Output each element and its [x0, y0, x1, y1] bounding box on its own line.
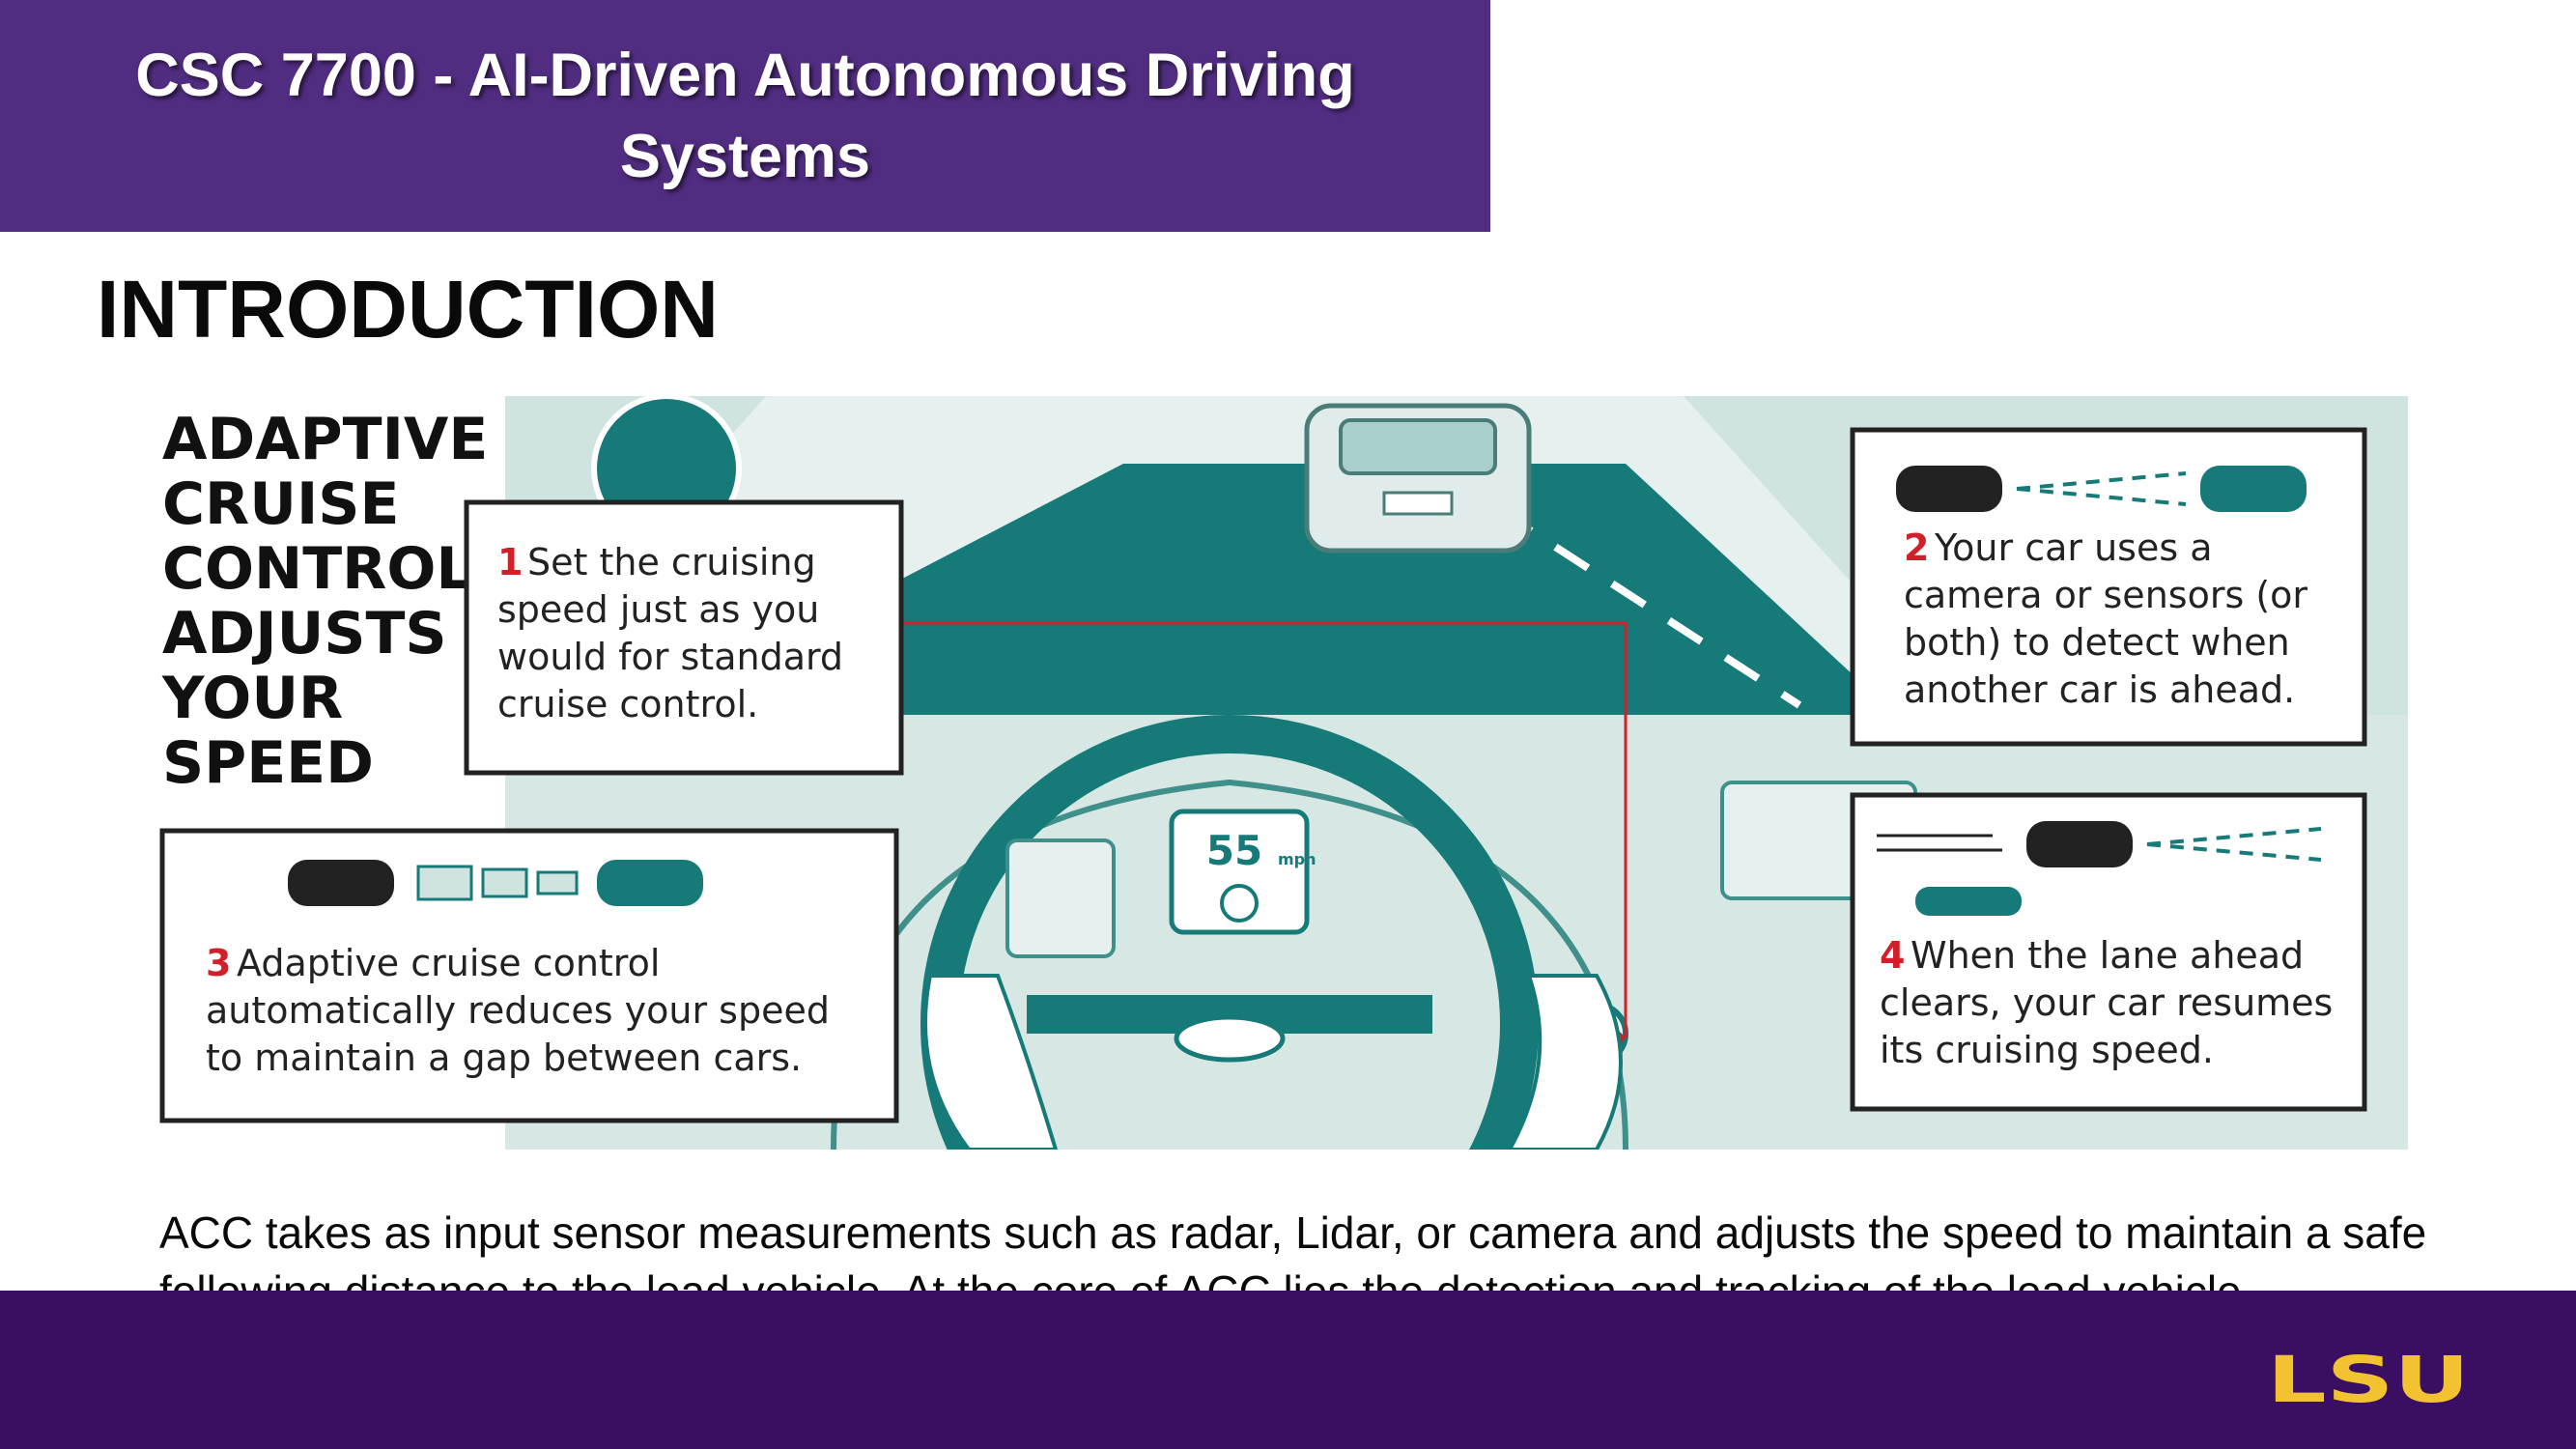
step-text-line: camera or sensors (or — [1904, 574, 2307, 616]
step-3-callout: 3 Adaptive cruise control automatically … — [159, 828, 899, 1123]
infographic-heading: ADAPTIVE CRUISE CONTROL ADJUSTS YOUR SPE… — [161, 406, 488, 797]
acc-infographic: 55 mph ADAPTIVE CRUISE CONTROL ADJUSTS Y… — [159, 396, 2408, 1150]
gap-indicator — [536, 870, 579, 895]
sensor-beam — [2016, 487, 2187, 506]
gap-indicator — [481, 867, 528, 898]
step-text-line: to maintain a gap between cars. — [206, 1037, 802, 1079]
lead-car-icon — [2200, 466, 2307, 512]
lsu-logo: LSU — [2267, 1348, 2470, 1407]
step-text-line: clears, your car resumes — [1880, 981, 2333, 1024]
step-text-line: would for standard — [497, 636, 843, 678]
heading-line: ADJUSTS — [162, 600, 447, 668]
own-car-icon — [1896, 466, 2002, 512]
heading-line: CONTROL — [162, 535, 473, 603]
right-hand — [1507, 974, 1623, 1150]
step-text-line: both) to detect when — [1904, 621, 2290, 664]
step-number: 2 — [1904, 526, 1929, 569]
step-text-line: cruise control. — [497, 683, 758, 725]
step-4-callout: 4 When the lane ahead clears, your car r… — [1850, 792, 2367, 1112]
sensor-beam — [2146, 827, 2322, 846]
step-text-line: another car is ahead. — [1904, 668, 2295, 711]
footer-band — [0, 1291, 2576, 1449]
step-number: 3 — [206, 942, 231, 984]
heading-line: SPEED — [162, 729, 374, 797]
callout-connector-line — [901, 621, 1628, 1038]
step-text-line: When the lane ahead — [1911, 934, 2304, 977]
lead-car-rear — [1304, 403, 1532, 554]
speed-value: 55 — [1206, 827, 1262, 874]
left-air-vent — [1005, 838, 1116, 958]
course-title: CSC 7700 - AI-Driven Autonomous Driving … — [135, 42, 1355, 190]
departing-car-icon — [1915, 887, 2022, 916]
step-text-line: Your car uses a — [1934, 526, 2213, 569]
own-car-icon — [2026, 821, 2133, 867]
gap-indicator — [416, 865, 473, 901]
heading-line: CRUISE — [162, 470, 399, 538]
own-car-icon — [288, 860, 394, 906]
left-hand — [923, 974, 1059, 1150]
cruise-gauge-icon — [1220, 884, 1259, 923]
road — [640, 464, 1896, 715]
step-number: 4 — [1880, 934, 1905, 977]
lead-car-icon — [597, 860, 703, 906]
step-text-line: its cruising speed. — [1880, 1029, 2214, 1071]
sensor-beam — [2016, 471, 2187, 491]
heading-line: YOUR — [161, 665, 343, 732]
header-band: CSC 7700 - AI-Driven Autonomous Driving … — [0, 0, 1490, 232]
step-1-callout: 1 Set the cruising speed just as you wou… — [464, 396, 904, 776]
step-text-line: speed just as you — [497, 588, 819, 631]
section-title: INTRODUCTION — [97, 264, 719, 355]
step-text-line: automatically reduces your speed — [206, 989, 830, 1032]
speed-display: 55 mph — [1169, 809, 1316, 935]
logo-text: LSU — [2267, 1348, 2470, 1407]
step-2-callout: 2 Your car uses a camera or sensors (or … — [1850, 427, 2367, 747]
heading-line: ADAPTIVE — [162, 406, 488, 473]
step-text-line: Set the cruising — [527, 541, 816, 583]
step-text-line: Adaptive cruise control — [237, 942, 660, 984]
speed-unit: mph — [1278, 850, 1316, 868]
sensor-beam — [2146, 842, 2322, 862]
step-number: 1 — [497, 541, 523, 583]
